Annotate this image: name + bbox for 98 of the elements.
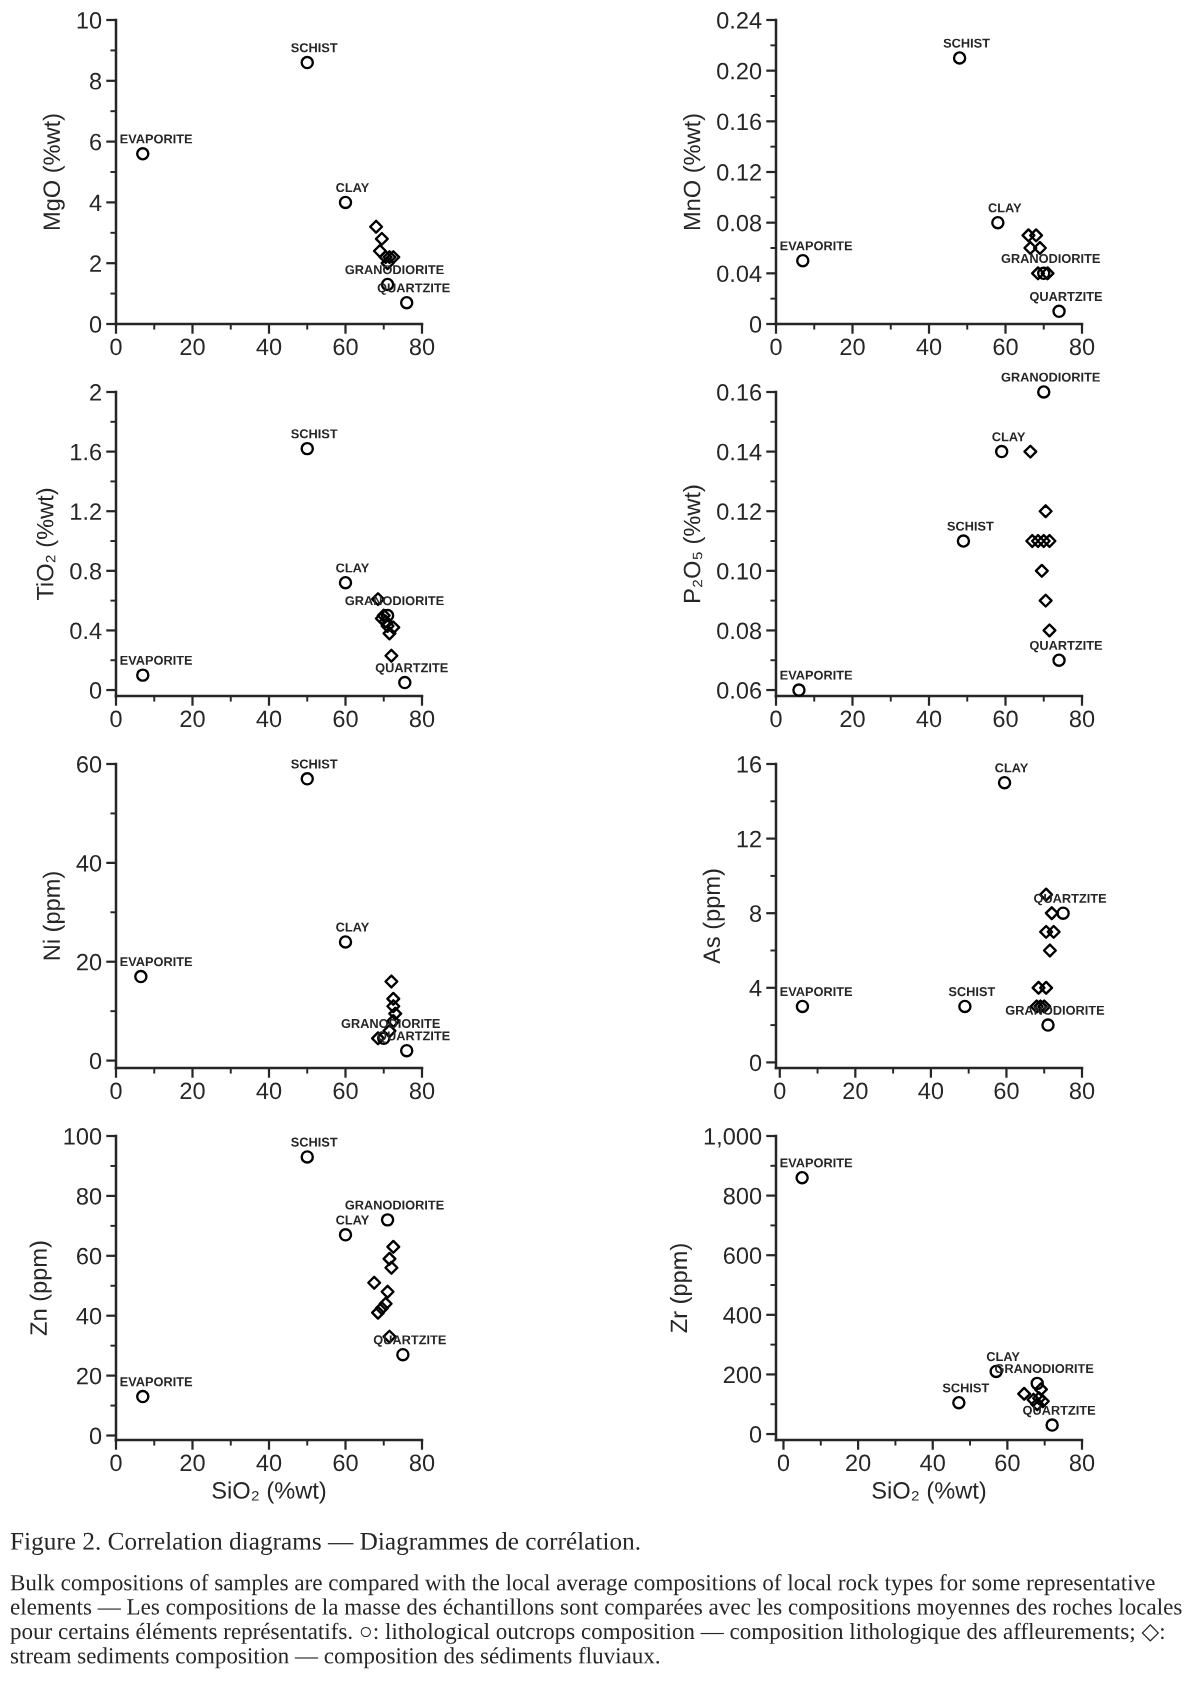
x-tick-label: 40 (256, 338, 282, 356)
y-tick-label: 1.6 (71, 443, 102, 461)
x-tick-label: 20 (180, 710, 205, 728)
y-tick-label: 0.20 (717, 62, 762, 80)
x-tick-label: 20 (180, 338, 205, 356)
y-tick-label: 800 (723, 1187, 762, 1205)
y-tick-label: 0.12 (717, 503, 761, 520)
x-tick-label: 40 (920, 1454, 945, 1472)
y-tick-label: 10 (77, 12, 102, 29)
y-tick-label: 0.04 (717, 265, 762, 283)
y-tick-label: 400 (723, 1306, 762, 1324)
y-tick-label: 40 (76, 854, 102, 872)
y-tick-label: 1,000 (704, 1128, 762, 1148)
y-tick-label: 0.08 (717, 622, 762, 640)
y-tick-label: 0.16 (717, 384, 762, 401)
caption: Figure 2. Correlation diagrams — Diagrammes de corrélation. (10, 1532, 640, 1556)
y-tick-label: 0.4 (70, 622, 102, 640)
x-tick-label: 0 (770, 710, 782, 728)
y-tick-label: 200 (723, 1366, 762, 1384)
y-tick-label: 0 (89, 316, 102, 333)
y-tick-label: 12 (737, 830, 761, 848)
y-axis-title: As (ppm) (702, 869, 725, 964)
y-tick-label: 8 (750, 905, 762, 922)
x-tick-label: 60 (993, 710, 1018, 728)
x-tick-label: 60 (994, 1082, 1019, 1100)
y-tick-label: 0.8 (70, 562, 102, 580)
x-tick-label: 0 (110, 710, 122, 728)
y-tick-label: 0.08 (717, 214, 762, 232)
y-tick-label: 8 (90, 72, 102, 90)
x-tick-label: 80 (1069, 710, 1095, 728)
x-tick-label: 80 (1069, 1082, 1095, 1100)
x-tick-label: 0 (777, 1454, 790, 1472)
y-axis-title: Ni (ppm) (42, 872, 65, 960)
x-tick-label: 60 (333, 1454, 358, 1472)
y-tick-label: 4 (89, 194, 102, 211)
y-tick-label: 4 (749, 980, 762, 997)
x-tick-label: 20 (180, 1454, 205, 1472)
y-tick-label: 0 (89, 1427, 102, 1445)
y-axis-title: MgO (%wt) (42, 114, 65, 230)
y-tick-label: 40 (76, 1307, 102, 1325)
y-tick-label: 0 (749, 316, 762, 333)
y-tick-label: 2 (90, 384, 101, 401)
x-tick-label: 60 (333, 710, 358, 728)
y-tick-label: 0.12 (717, 164, 761, 181)
y-tick-label: 0 (89, 682, 102, 699)
x-tick-label: 20 (840, 338, 865, 356)
x-tick-label: 20 (180, 1082, 205, 1100)
y-tick-label: 80 (76, 1187, 102, 1205)
x-tick-label: 60 (995, 1454, 1020, 1472)
x-tick-label: 80 (409, 338, 435, 356)
y-tick-label: 6 (90, 133, 102, 151)
y-tick-label: 0.14 (717, 443, 762, 461)
x-tick-label: 80 (409, 1454, 435, 1472)
x-tick-label: 0 (770, 338, 782, 356)
x-tick-label: 40 (918, 1082, 944, 1100)
y-tick-label: 0.06 (717, 682, 762, 699)
x-tick-label: 80 (1069, 1454, 1095, 1472)
x-axis-title: SiO₂ (%wt) (212, 1481, 326, 1504)
y-tick-label: 0.10 (717, 562, 762, 580)
y-axis-title: Zn (ppm) (29, 1241, 52, 1336)
x-tick-label: 60 (993, 338, 1018, 356)
y-tick-label: 20 (77, 953, 102, 971)
x-tick-label: 60 (333, 1082, 358, 1100)
y-tick-label: 0 (749, 1054, 762, 1072)
x-tick-label: 0 (110, 338, 122, 356)
x-tick-label: 60 (333, 338, 358, 356)
y-tick-label: 60 (77, 1247, 102, 1265)
y-tick-label: 100 (64, 1128, 102, 1145)
x-tick-label: 80 (409, 1082, 435, 1100)
x-tick-label: 40 (256, 1082, 282, 1100)
y-tick-label: 60 (77, 756, 102, 773)
y-tick-label: 0 (749, 1426, 762, 1443)
y-tick-label: 1.2 (71, 503, 101, 520)
y-axis-title: Zr (ppm) (669, 1244, 692, 1333)
text: Bulk compositions of samples are compared with the local average compositions of local rock types for some representative elements — Les compositions de la masse des échantillons sont comparées avec les compositions moyennes des roches locales pour certains éléments représentatifs. ○: lithological outcrops composition — composition lithologique des affleurements; ◇: stream sediments composition — composition des sédiments fluviaux. (10, 1574, 1182, 1669)
y-axis-title: MnO (%wt) (683, 114, 706, 230)
x-axis-title: SiO₂ (%wt) (872, 1481, 986, 1504)
x-tick-label: 0 (774, 1082, 786, 1100)
y-tick-label: 0 (89, 1052, 102, 1070)
x-tick-label: 80 (409, 710, 435, 728)
x-tick-label: 40 (256, 1454, 282, 1472)
y-tick-label: 16 (737, 756, 762, 773)
x-tick-label: 40 (256, 710, 282, 728)
x-tick-label: 40 (916, 338, 942, 356)
y-tick-label: 0.16 (717, 113, 762, 131)
y-tick-label: 20 (77, 1367, 102, 1385)
y-tick-label: 2 (90, 255, 101, 272)
x-tick-label: 0 (110, 1082, 122, 1100)
y-axis-title: P₂O₅ (%wt) (683, 485, 706, 602)
x-tick-label: 20 (840, 710, 865, 728)
x-tick-label: 0 (110, 1454, 122, 1472)
y-tick-label: 0.24 (717, 12, 762, 29)
x-tick-label: 80 (1069, 338, 1095, 356)
x-tick-label: 40 (916, 710, 942, 728)
x-tick-label: 20 (846, 1454, 871, 1472)
x-tick-label: 20 (843, 1082, 868, 1100)
y-tick-label: 600 (723, 1247, 762, 1264)
y-axis-title: TiO₂ (%wt) (36, 488, 59, 601)
